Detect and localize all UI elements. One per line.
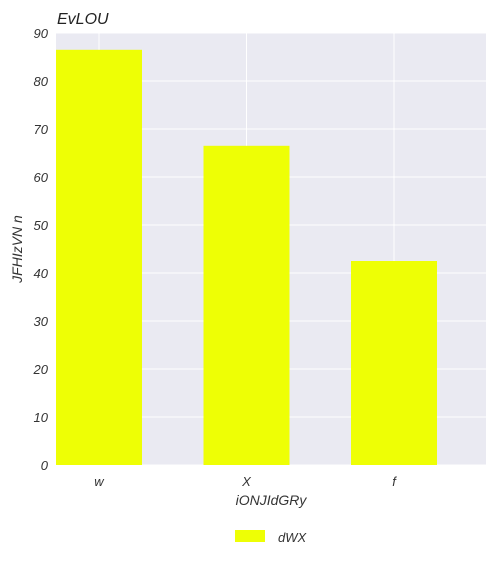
x-tick-label: X [241,474,252,489]
bar-X [203,145,290,466]
chart-title: EvLOU [57,11,109,28]
legend-swatch [235,530,265,542]
y-tick-label: 70 [34,122,49,137]
bar-w [56,49,142,466]
bar-f [351,261,437,465]
y-tick-label: 90 [34,26,49,41]
x-tick-label: f [392,474,397,489]
x-axis-label: iONJIdGRy [236,492,308,508]
legend: dWX [235,530,308,545]
y-tick-label: 0 [41,458,49,473]
y-tick-labels: 0 10 20 30 40 50 60 70 80 90 [33,26,49,473]
legend-label: dWX [278,530,308,545]
y-tick-label: 30 [34,314,49,329]
y-tick-label: 50 [34,218,49,233]
y-tick-label: 60 [34,170,49,185]
y-tick-label: 20 [33,362,49,377]
y-tick-label: 80 [34,74,49,89]
y-tick-label: 40 [34,266,49,281]
y-tick-label: 10 [34,410,49,425]
x-tick-label: w [94,474,105,489]
y-axis-label: JFHIzVN n [9,215,25,284]
bars [56,49,437,466]
